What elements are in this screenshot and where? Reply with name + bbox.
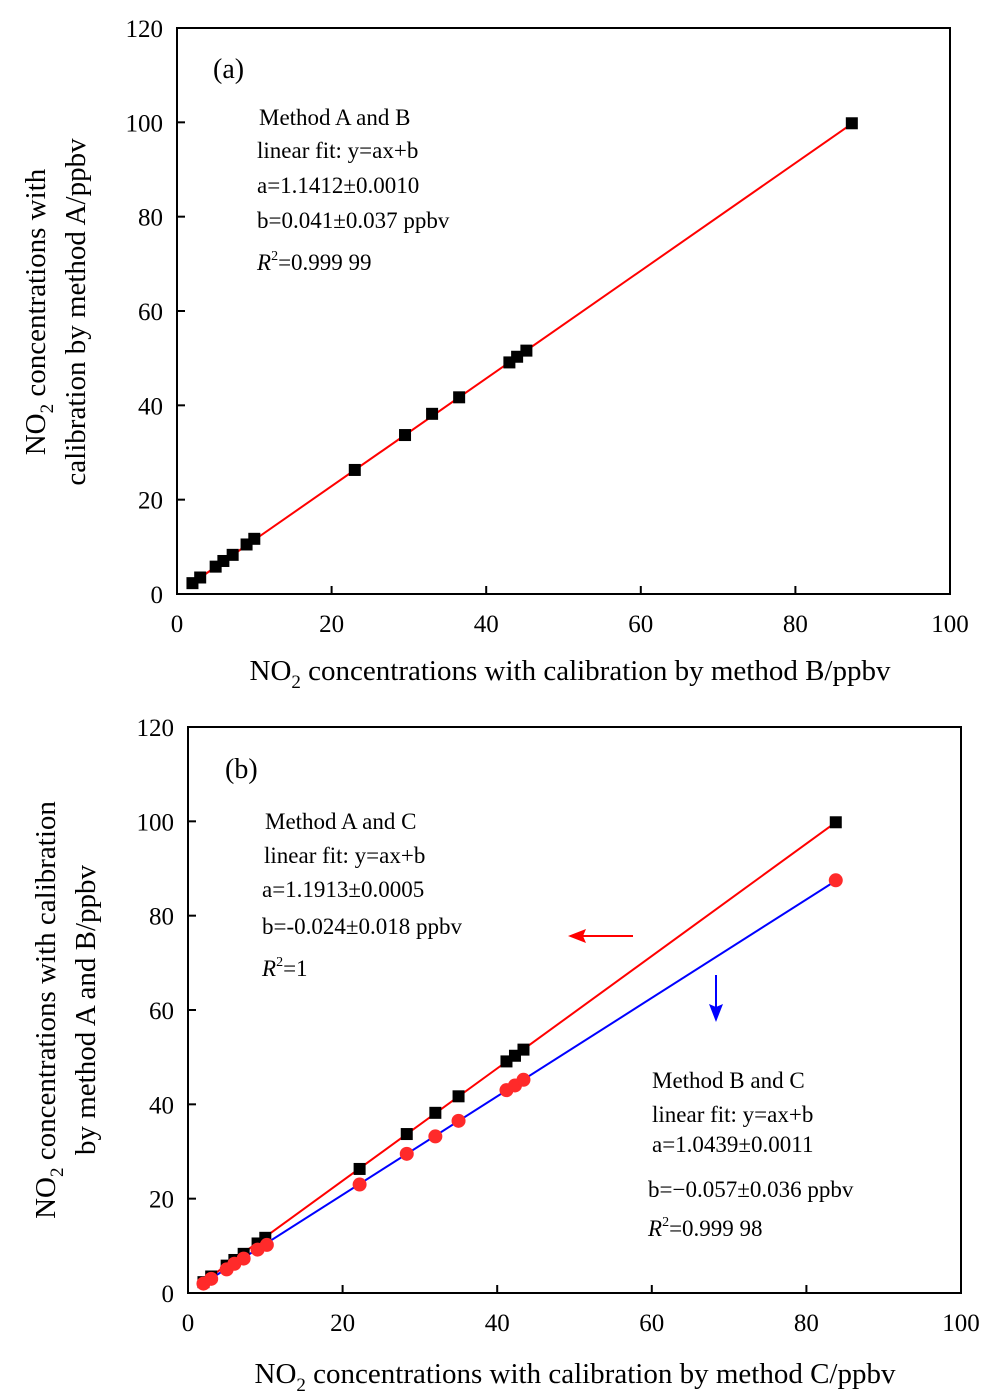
- x-tick-label: 80: [783, 611, 808, 638]
- panel-b-y-ticks: 0 20 40 60 80 100 120: [137, 715, 196, 1308]
- y-tick-label: 80: [149, 904, 174, 931]
- data-point-square: [226, 548, 239, 561]
- y-tick-label: 120: [126, 16, 164, 43]
- data-point-square: [217, 554, 230, 567]
- data-point-circle: [352, 1177, 367, 1192]
- panel-b-data-points: [196, 816, 843, 1291]
- x-tick-label: 60: [639, 1310, 664, 1337]
- x-tick-label: 40: [474, 611, 499, 638]
- annotation-fit: linear fit: y=ax+b: [257, 138, 418, 163]
- annotation-bc-a: a=1.0439±0.0011: [652, 1132, 813, 1157]
- annotation-bc-b: b=−0.057±0.036 ppbv: [648, 1177, 854, 1202]
- annotation-ac-b: b=-0.024±0.018 ppbv: [262, 914, 463, 939]
- data-point-square: [829, 816, 842, 829]
- data-point-square: [520, 344, 533, 357]
- svg-text:by method A and B/ppbv: by method A and B/ppbv: [70, 865, 102, 1156]
- y-tick-label: 80: [138, 205, 163, 232]
- y-tick-label: 100: [137, 809, 175, 836]
- y-tick-label: 100: [126, 110, 164, 137]
- data-point-square: [353, 1162, 366, 1175]
- x-tick-label: 20: [319, 611, 344, 638]
- panel-b-label: (b): [225, 754, 258, 785]
- panel-b-chart: 0 20 40 60 80 100 120 0 20 40 60 80 100 (b) Method …: [30, 715, 980, 1396]
- x-tick-label: 100: [942, 1310, 980, 1337]
- panel-b-y-axis-label: NO2 concentrations with calibration by m…: [30, 801, 102, 1219]
- y-tick-label: 40: [149, 1092, 174, 1119]
- panel-a-annotation: Method A and B linear fit: y=ax+b a=1.14…: [256, 105, 450, 275]
- blue-arrow-down: [709, 975, 723, 1022]
- y-tick-label: 0: [162, 1281, 175, 1308]
- data-point-square: [400, 1128, 413, 1141]
- annotation-bc-fit: linear fit: y=ax+b: [652, 1102, 813, 1127]
- data-point-square: [248, 532, 261, 545]
- data-point-circle: [259, 1237, 274, 1252]
- annotation-a: a=1.1412±0.0010: [257, 173, 419, 198]
- x-tick-label: 100: [931, 611, 969, 638]
- x-tick-label: 80: [794, 1310, 819, 1337]
- x-tick-label: 0: [171, 611, 184, 638]
- x-tick-label: 0: [182, 1310, 195, 1337]
- annotation-b: b=0.041±0.037 ppbv: [257, 208, 450, 233]
- annotation-ac-r2: R2=1: [261, 955, 308, 981]
- x-tick-label: 40: [485, 1310, 510, 1337]
- annotation-r2: R2=0.999 99: [256, 249, 372, 275]
- x-tick-label: 60: [628, 611, 653, 638]
- data-point-circle: [516, 1072, 531, 1087]
- panel-a-label: (a): [213, 54, 244, 85]
- y-tick-label: 20: [138, 488, 163, 515]
- panel-a-chart: 0 20 40 60 80 100 120 0 20 40 60 80 100 (a) Method …: [20, 16, 969, 693]
- y-tick-label: 120: [137, 715, 175, 742]
- annotation-ac-fit: linear fit: y=ax+b: [264, 843, 425, 868]
- y-tick-label: 0: [151, 582, 164, 609]
- data-point-circle: [236, 1251, 251, 1266]
- svg-text:NO2 concentrations with calibr: NO2 concentrations with calibration: [30, 801, 68, 1219]
- data-point-circle: [204, 1271, 219, 1286]
- annotation-bc-r2: R2=0.999 98: [647, 1215, 763, 1241]
- y-tick-label: 60: [138, 299, 163, 326]
- panel-a-x-ticks: 0 20 40 60 80 100: [171, 586, 969, 638]
- panel-b-annotation-ac: Method A and C linear fit: y=ax+b a=1.19…: [261, 809, 463, 981]
- data-point-square: [453, 391, 466, 404]
- data-point-square: [348, 463, 361, 476]
- red-arrow-left: [568, 929, 633, 943]
- data-point-square: [426, 407, 439, 420]
- data-point-circle: [828, 873, 843, 888]
- data-point-square: [452, 1090, 465, 1103]
- data-point-square: [429, 1106, 442, 1119]
- y-tick-label: 40: [138, 393, 163, 420]
- svg-text:calibration by method A/ppbv: calibration by method A/ppbv: [60, 138, 92, 486]
- annotation-title: Method A and B: [259, 105, 410, 130]
- data-point-circle: [451, 1113, 466, 1128]
- y-tick-label: 20: [149, 1187, 174, 1214]
- panel-a-y-axis-label: NO2 concentrations with calibration by m…: [20, 138, 92, 486]
- data-point-square: [194, 571, 207, 584]
- annotation-bc-title: Method B and C: [652, 1068, 805, 1093]
- panel-b-annotation-bc: Method B and C linear fit: y=ax+b a=1.04…: [647, 1068, 854, 1241]
- data-point-square: [845, 117, 858, 130]
- x-tick-label: 20: [330, 1310, 355, 1337]
- data-point-square: [399, 429, 412, 442]
- y-tick-label: 60: [149, 998, 174, 1025]
- data-point-circle: [399, 1146, 414, 1161]
- panel-a-data-points: [186, 117, 858, 590]
- panel-a-y-ticks: 0 20 40 60 80 100 120: [126, 16, 185, 609]
- annotation-ac-a: a=1.1913±0.0005: [262, 877, 424, 902]
- panel-b-x-ticks: 0 20 40 60 80 100: [182, 1285, 980, 1337]
- data-point-square: [511, 350, 524, 363]
- panel-a-x-axis-label: NO2 concentrations with calibration by m…: [250, 655, 891, 693]
- svg-text:NO2 concentrations with: NO2 concentrations with: [20, 168, 58, 455]
- annotation-ac-title: Method A and C: [265, 809, 416, 834]
- data-point-square: [517, 1043, 530, 1056]
- data-point-circle: [428, 1129, 443, 1144]
- panel-b-x-axis-label: NO2 concentrations with calibration by m…: [255, 1358, 896, 1396]
